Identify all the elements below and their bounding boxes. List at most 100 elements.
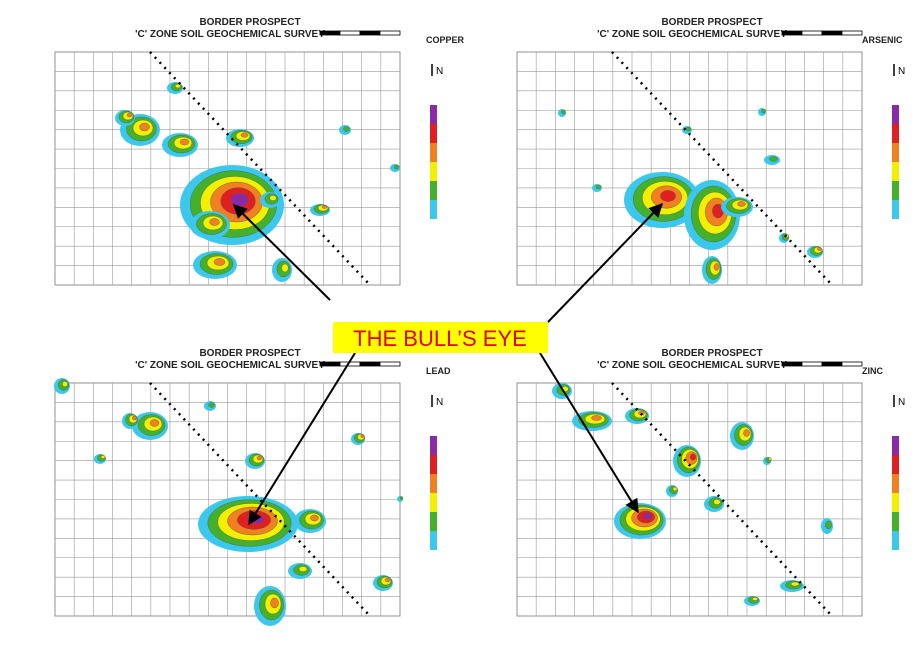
- anomaly: [209, 218, 220, 226]
- anomaly: [561, 109, 566, 115]
- anomaly: [230, 193, 249, 207]
- anomaly: [321, 205, 328, 209]
- scale-bar: [379, 30, 401, 36]
- map-title: BORDER PROSPECT: [661, 348, 762, 359]
- scale-bar: [319, 361, 341, 367]
- anomaly: [240, 132, 249, 138]
- anomaly: [208, 402, 215, 408]
- map-panel: BORDER PROSPECT'C' ZONE SOIL GEOCHEMICAL…: [54, 17, 465, 286]
- legend-swatch: [892, 181, 899, 200]
- scale-bar: [801, 361, 823, 367]
- legend-swatch: [892, 143, 899, 162]
- anomaly: [595, 184, 602, 190]
- anomaly: [761, 108, 766, 114]
- fault-line: [149, 51, 371, 286]
- fault-line: [611, 382, 833, 617]
- scale-bar: [781, 361, 803, 367]
- callout-text: THE BULL’S EYE: [353, 326, 527, 351]
- legend-swatch: [892, 105, 899, 124]
- scale-bar: [801, 30, 823, 36]
- map-subtitle: 'C' ZONE SOIL GEOCHEMICAL SURVEY: [597, 360, 787, 371]
- anomaly: [213, 258, 226, 266]
- anomaly: [298, 566, 308, 572]
- anomaly: [179, 138, 190, 146]
- anomaly: [393, 164, 400, 170]
- north-arrow: N: [898, 397, 905, 408]
- anomaly: [384, 577, 391, 583]
- anomaly: [660, 190, 676, 202]
- anomaly: [672, 486, 678, 492]
- legend-swatch: [892, 474, 899, 493]
- anomaly: [269, 195, 277, 201]
- scale-bar: [821, 361, 843, 367]
- legend-swatch: [892, 512, 899, 531]
- legend-swatch: [892, 200, 899, 219]
- anomaly: [769, 156, 778, 162]
- scale-bar: [781, 30, 803, 36]
- legend-swatch: [430, 455, 437, 474]
- north-arrow: N: [436, 397, 443, 408]
- anomaly: [132, 415, 137, 421]
- north-arrow: N: [436, 66, 443, 77]
- legend-swatch: [430, 531, 437, 550]
- scale-bar: [841, 30, 863, 36]
- anomaly: [713, 499, 721, 505]
- legend-swatch: [430, 124, 437, 143]
- map-panel: BORDER PROSPECT'C' ZONE SOIL GEOCHEMICAL…: [516, 348, 905, 617]
- arrow: [233, 204, 331, 301]
- arrow: [547, 202, 663, 323]
- anomaly: [149, 419, 160, 427]
- arrow: [539, 352, 639, 514]
- scale-bar: [379, 361, 401, 367]
- anomaly: [126, 112, 133, 118]
- anomaly: [62, 381, 68, 387]
- map-title: BORDER PROSPECT: [199, 17, 300, 28]
- map-subtitle: 'C' ZONE SOIL GEOCHEMICAL SURVEY: [135, 360, 325, 371]
- scale-bar: [359, 30, 381, 36]
- element-label: ZINC: [862, 366, 883, 376]
- anomaly: [790, 581, 800, 587]
- anomaly: [399, 496, 404, 500]
- map-title: BORDER PROSPECT: [199, 348, 300, 359]
- legend-swatch: [430, 474, 437, 493]
- anomaly: [825, 520, 832, 530]
- anomaly: [713, 263, 720, 271]
- legend-swatch: [892, 531, 899, 550]
- legend-swatch: [430, 512, 437, 531]
- legend-swatch: [430, 200, 437, 219]
- anomaly: [752, 597, 758, 601]
- map-panel: BORDER PROSPECT'C' ZONE SOIL GEOCHEMICAL…: [516, 17, 905, 286]
- panels: BORDER PROSPECT'C' ZONE SOIL GEOCHEMICAL…: [54, 17, 905, 626]
- map-subtitle: 'C' ZONE SOIL GEOCHEMICAL SURVEY: [135, 29, 325, 40]
- anomaly: [343, 126, 350, 132]
- anomaly: [139, 122, 150, 132]
- legend-swatch: [892, 436, 899, 455]
- anomaly: [642, 512, 653, 520]
- anomaly: [591, 415, 602, 421]
- legend-swatch: [430, 162, 437, 181]
- legend-swatch: [892, 455, 899, 474]
- anomaly: [310, 514, 319, 522]
- legend-swatch: [892, 124, 899, 143]
- anomaly: [685, 126, 692, 132]
- anomaly: [281, 263, 289, 273]
- legend-swatch: [430, 493, 437, 512]
- legend-swatch: [430, 105, 437, 124]
- anomaly: [737, 201, 746, 207]
- scale-bar: [319, 30, 341, 36]
- anomaly: [175, 83, 181, 89]
- scale-bar: [841, 361, 863, 367]
- anomaly: [743, 429, 750, 437]
- element-label: COPPER: [426, 35, 465, 45]
- scale-bar: [821, 30, 843, 36]
- scale-bar: [359, 361, 381, 367]
- element-label: ARSENIC: [862, 35, 903, 45]
- fault-line: [611, 51, 833, 286]
- map-panel: BORDER PROSPECT'C' ZONE SOIL GEOCHEMICAL…: [54, 348, 451, 626]
- arrow: [248, 352, 356, 526]
- callout-box: [333, 322, 548, 353]
- element-label: LEAD: [426, 366, 451, 376]
- map-subtitle: 'C' ZONE SOIL GEOCHEMICAL SURVEY: [597, 29, 787, 40]
- anomaly: [360, 434, 365, 438]
